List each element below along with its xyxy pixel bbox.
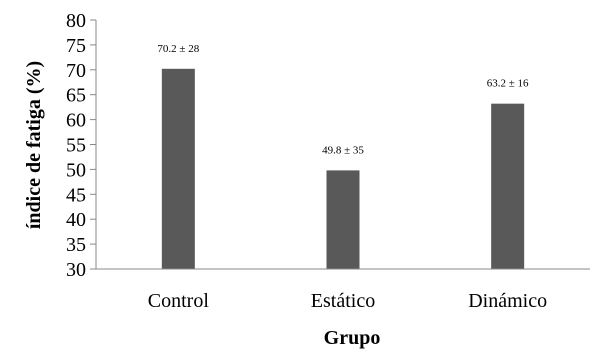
y-axis-title: índice de fatiga (%)	[23, 61, 45, 229]
data-label: 49.8 ± 35	[322, 144, 364, 156]
data-label: 63.2 ± 16	[487, 78, 529, 90]
x-axis: Control Estático Dinámico	[96, 268, 590, 312]
bar-control	[161, 68, 195, 269]
data-labels: 70.2 ± 28 49.8 ± 35 63.2 ± 16	[157, 43, 529, 157]
x-category-label: Dinámico	[468, 290, 547, 312]
x-category-label: Control	[148, 290, 210, 312]
y-tick-label: 75	[66, 35, 86, 57]
y-tick-label: 50	[66, 159, 86, 181]
data-label: 70.2 ± 28	[157, 43, 199, 55]
bar-dinámico	[491, 103, 525, 269]
y-tick-label: 65	[66, 85, 86, 107]
y-tick-label: 80	[66, 10, 86, 32]
bar-estático	[326, 170, 360, 269]
y-tick-label: 30	[66, 259, 86, 281]
y-tick-label: 40	[66, 209, 86, 231]
x-category-label: Estático	[311, 290, 375, 312]
y-tick-label: 70	[66, 60, 86, 82]
y-tick-label: 55	[66, 135, 86, 157]
x-axis-title: Grupo	[324, 327, 381, 349]
bars	[161, 68, 525, 269]
y-tick-label: 35	[66, 234, 86, 256]
y-tick-label: 45	[66, 184, 86, 206]
y-tick-label: 60	[66, 110, 86, 132]
